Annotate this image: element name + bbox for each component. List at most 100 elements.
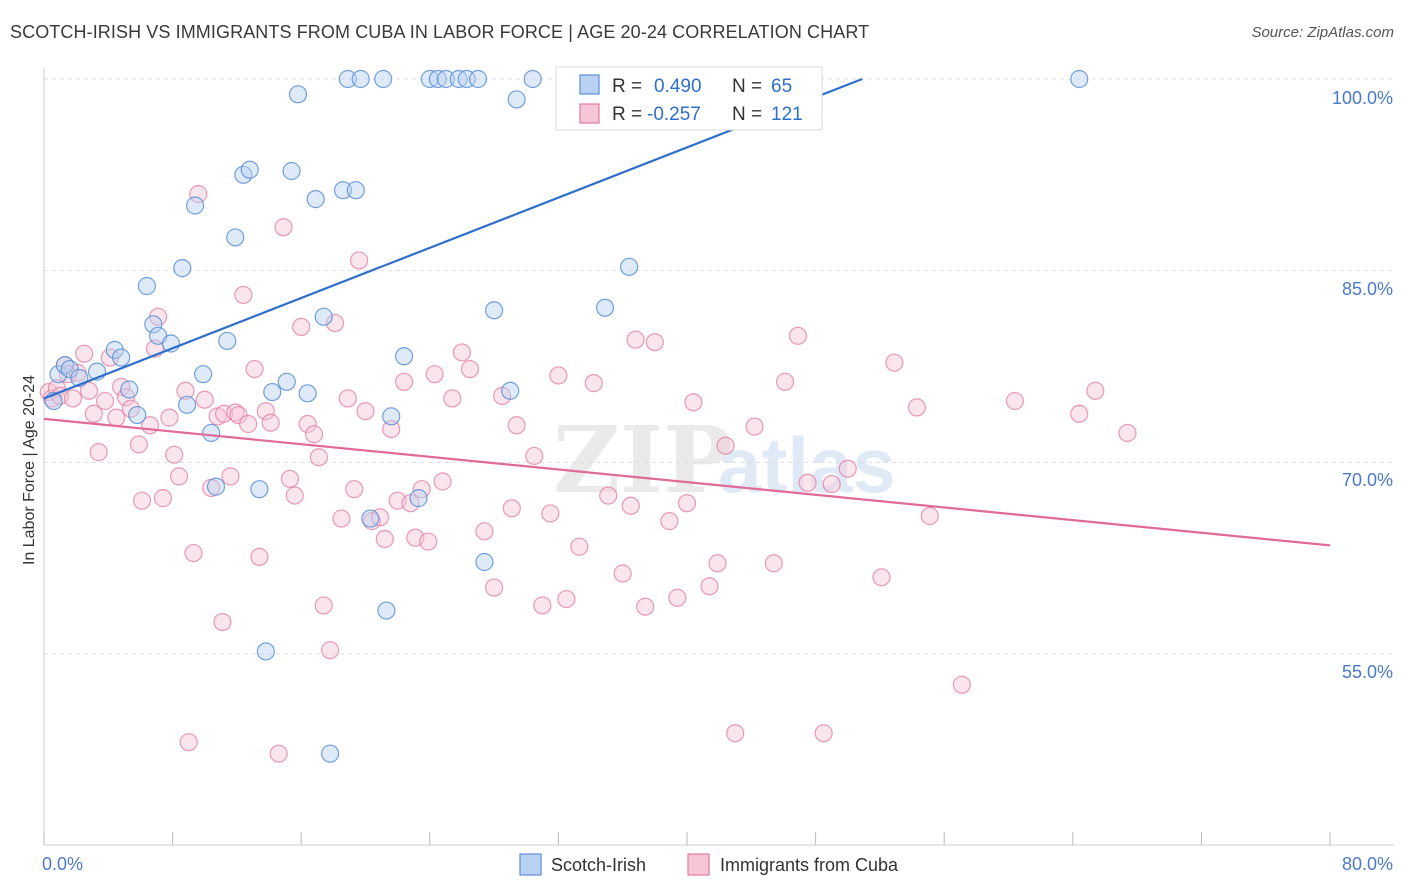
scotch-irish-point <box>382 407 401 426</box>
legend-blue-r-value: 0.490 <box>654 76 702 97</box>
scotch-irish-point <box>338 69 357 89</box>
scotch-irish-point <box>314 307 333 326</box>
cuba-point <box>349 251 369 270</box>
scotch-irish-point <box>333 181 353 200</box>
scotch-irish-point <box>112 348 131 367</box>
cuba-point <box>285 486 304 505</box>
cuba-point <box>700 577 719 596</box>
cuba-point <box>433 472 452 491</box>
cuba-point <box>419 532 438 551</box>
stats-legend: R = 0.490 N = 65 R = -0.257 N = 121 <box>555 66 823 131</box>
cuba-point <box>636 597 655 616</box>
cuba-point <box>613 564 632 583</box>
cuba-point <box>189 184 208 204</box>
cuba-point <box>160 408 179 427</box>
scotch-irish-point <box>240 160 259 179</box>
cuba-point <box>626 330 645 349</box>
legend-swatch-blue <box>579 74 600 95</box>
cuba-point <box>460 359 480 379</box>
watermark-zip: ZIP <box>553 406 732 514</box>
scotch-irish-point <box>298 384 317 403</box>
scotch-irish-point <box>186 196 205 215</box>
scotch-irish-point <box>226 228 245 247</box>
cuba-point <box>920 506 939 526</box>
cuba-point <box>129 435 148 454</box>
scotch-irish-point <box>49 365 68 384</box>
cuba-point <box>169 467 189 486</box>
cuba-point <box>1005 391 1025 411</box>
cuba-point <box>570 537 589 556</box>
cuba-point <box>798 473 817 492</box>
scotch-irish-point <box>120 380 139 399</box>
scotch-irish-point <box>250 480 269 499</box>
cuba-point <box>298 414 317 434</box>
scotch-irish-points <box>44 69 1089 763</box>
cuba-point <box>502 499 521 518</box>
cuba-point <box>75 344 94 363</box>
y-tick-label-85: 85.0% <box>1342 279 1393 299</box>
cuba-point <box>684 393 703 412</box>
scotch-irish-point <box>377 601 396 620</box>
x-tick-label-min: 0.0% <box>42 854 83 874</box>
scotch-irish-point <box>137 276 156 296</box>
legend-pink-r-label: R = <box>612 104 642 125</box>
chart-title: SCOTCH-IRISH VS IMMIGRANTS FROM CUBA IN … <box>10 22 870 42</box>
cuba-point <box>838 459 857 478</box>
cuba-point <box>345 480 364 499</box>
cuba-point <box>584 374 603 393</box>
cuba-point <box>84 404 103 423</box>
legend-blue-n-label: N = <box>732 76 762 97</box>
cuba-point <box>176 381 195 400</box>
cuba-point <box>599 486 618 505</box>
watermark: ZIP atlas <box>553 406 896 514</box>
y-tick-labels: 100.0% 85.0% 70.0% 55.0% <box>1332 88 1393 682</box>
x-tick-label-max: 80.0% <box>1342 854 1393 874</box>
cuba-point <box>814 724 833 743</box>
scotch-irish-point <box>202 423 221 443</box>
cuba-point <box>822 474 841 494</box>
cuba-point <box>952 675 971 694</box>
cuba-point <box>184 543 203 563</box>
y-tick-label-100: 100.0% <box>1332 88 1393 108</box>
cuba-point <box>645 333 664 352</box>
cuba-point <box>443 389 462 408</box>
stats-legend-box <box>555 66 823 131</box>
cuba-point <box>708 554 727 573</box>
cuba-point <box>132 491 152 510</box>
scotch-irish-point <box>206 477 226 496</box>
cuba-point <box>621 496 640 515</box>
cuba-point <box>1070 404 1089 423</box>
cuba-point <box>292 317 311 336</box>
scotch-irish-point <box>282 161 301 181</box>
scotch-irish-point <box>321 744 340 763</box>
scotch-irish-point <box>277 372 296 391</box>
cuba-point <box>280 469 300 489</box>
cuba-point <box>338 389 357 408</box>
cuba-point <box>332 509 351 528</box>
cuba-point <box>165 445 184 464</box>
cuba-point <box>245 359 264 379</box>
scotch-irish-point <box>351 69 370 89</box>
cuba-point <box>382 420 401 439</box>
scotch-irish-point <box>394 347 414 366</box>
x-ticks <box>43 832 1331 845</box>
cuba-point <box>452 343 472 362</box>
scotch-irish-point <box>436 69 455 89</box>
source-label: Source: ZipAtlas.com <box>1251 24 1394 41</box>
cuba-point <box>95 391 115 411</box>
cuba-point <box>677 494 697 513</box>
cuba-point <box>745 417 764 436</box>
cuba-point <box>507 416 526 435</box>
cuba-point <box>907 398 926 417</box>
scotch-irish-point <box>346 181 365 200</box>
scotch-irish-point <box>374 69 393 89</box>
scotch-irish-point <box>1070 69 1089 89</box>
cuba-point <box>872 568 891 587</box>
scotch-irish-point <box>409 489 428 508</box>
cuba-point <box>325 313 345 333</box>
scotch-irish-point <box>501 381 520 400</box>
series-legend-swatch-pink <box>687 853 710 876</box>
cuba-point <box>314 596 333 615</box>
cuba-point <box>63 389 83 408</box>
